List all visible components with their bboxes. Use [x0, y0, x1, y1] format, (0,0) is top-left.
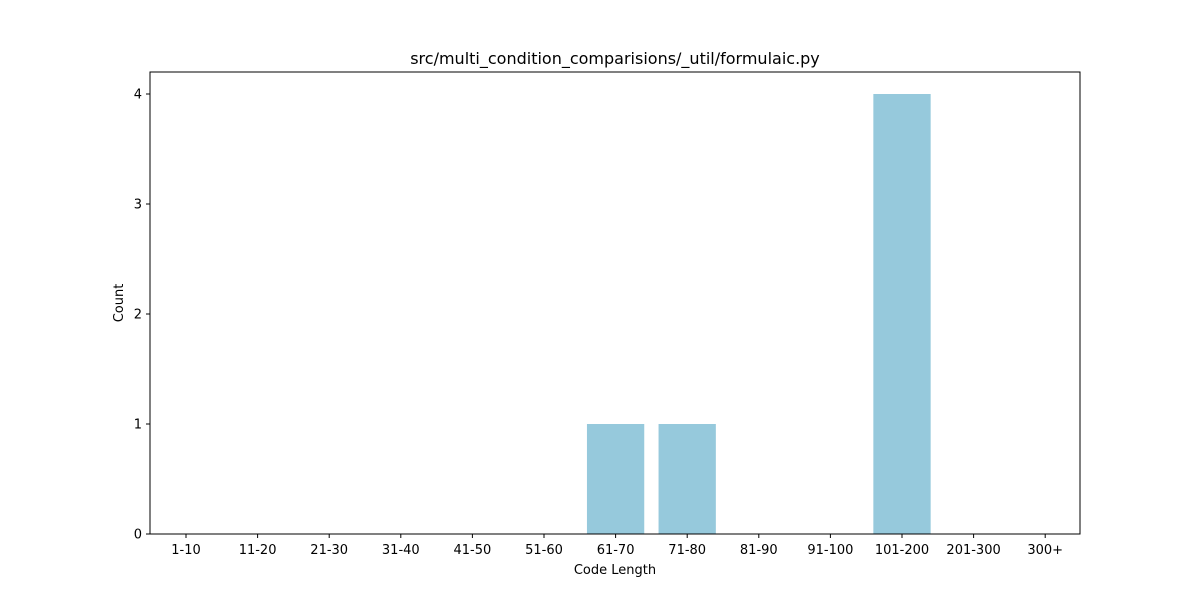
- bar-101-200: [873, 94, 931, 534]
- y-axis-label: Count: [112, 284, 127, 323]
- y-tick-label: 1: [134, 418, 142, 433]
- x-tick-label: 71-80: [668, 543, 706, 558]
- y-tick-label: 4: [134, 88, 142, 103]
- x-axis-label: Code Length: [574, 563, 656, 578]
- bars-group: [586, 94, 931, 534]
- y-tick-label: 0: [134, 528, 142, 543]
- x-tick-label: 41-50: [454, 543, 492, 558]
- x-tick-label: 61-70: [597, 543, 635, 558]
- y-tick-label: 2: [134, 308, 142, 323]
- y-tick-label: 3: [134, 198, 142, 213]
- x-tick-label: 11-20: [239, 543, 277, 558]
- x-tick-label: 91-100: [807, 543, 853, 558]
- x-tick-label: 101-200: [875, 543, 929, 558]
- bar-61-70: [586, 424, 645, 534]
- plot-frame: [149, 71, 1081, 535]
- y-axis-ticks: 0 1 2 3 4: [134, 88, 150, 543]
- x-tick-label: 81-90: [740, 543, 778, 558]
- x-tick-label: 31-40: [382, 543, 420, 558]
- x-axis-ticks: 1-10 11-20 21-30 31-40 41-50 51-60 61-70 71-80 8…: [171, 534, 1063, 558]
- x-tick-label: 21-30: [310, 543, 348, 558]
- chart-title: src/multi_condition_comparisions/_util/f…: [410, 49, 820, 69]
- x-tick-label: 1-10: [171, 543, 201, 558]
- x-tick-label: 201-300: [946, 543, 1000, 558]
- x-tick-label: 300+: [1027, 543, 1063, 558]
- x-tick-label: 51-60: [525, 543, 563, 558]
- bar-71-80: [658, 424, 716, 534]
